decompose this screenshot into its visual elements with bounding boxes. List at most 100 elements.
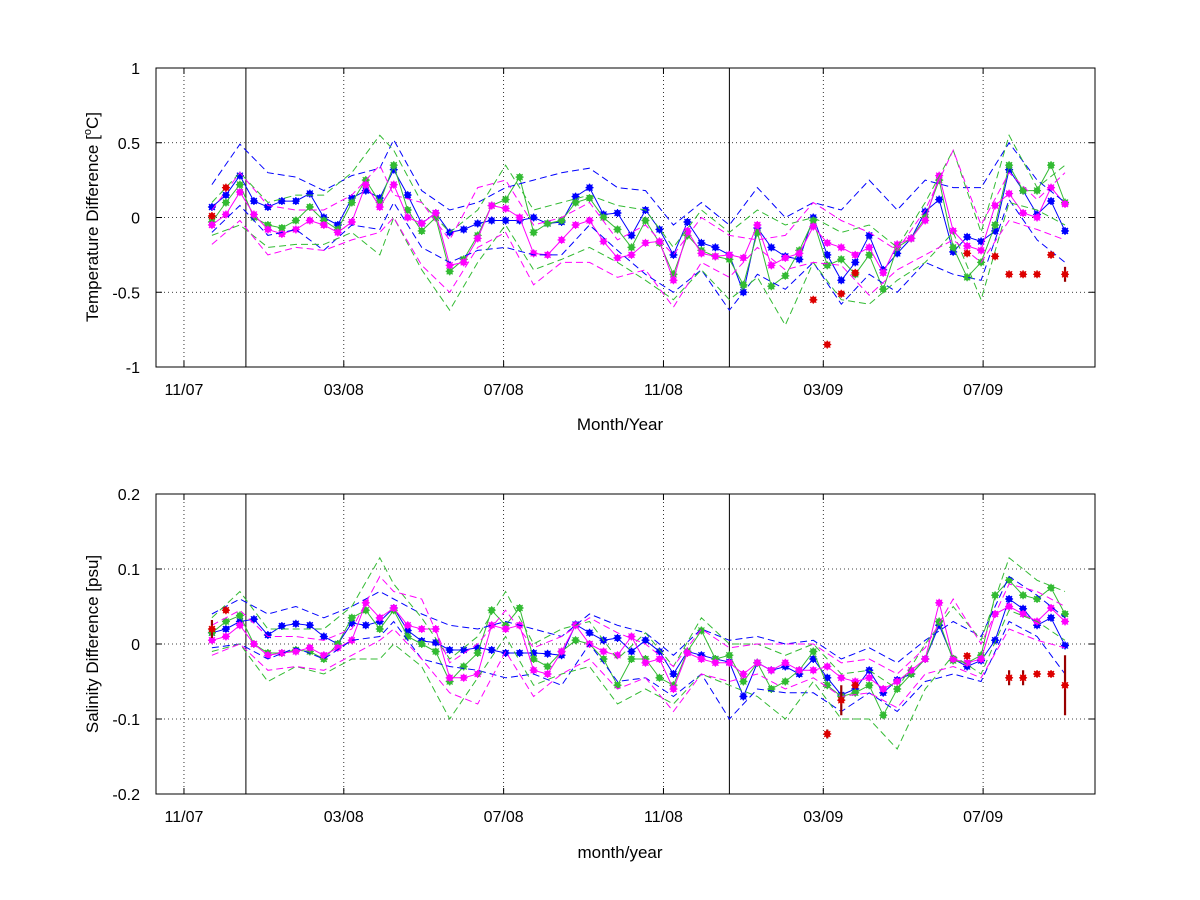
salinity-series-2-point: [557, 647, 566, 656]
salinity-y-tick-label: -0.2: [112, 787, 140, 804]
temperature-series-2-point: [417, 219, 426, 228]
temperature-series-2-point: [837, 243, 846, 252]
salinity-series-2-point: [403, 621, 412, 630]
temperature-series-9: [207, 183, 1070, 349]
temperature-x-tick-label: 03/08: [324, 382, 364, 399]
salinity-series-1-point: [431, 647, 440, 656]
temperature-y-axis-label-main: Temperature Difference [: [83, 135, 102, 322]
salinity-series-1-point: [515, 604, 524, 612]
temperature-series-2-point: [725, 250, 734, 259]
temperature-series-1-point: [417, 226, 426, 235]
temperature-y-axis-label-superscript: o: [82, 129, 94, 135]
salinity-series-9-point: [823, 730, 832, 738]
temperature-series-2-point: [221, 210, 230, 219]
salinity-series-2-point: [963, 658, 972, 667]
temperature-series-1-point: [529, 228, 538, 237]
temperature-series-2-point: [277, 229, 286, 238]
salinity-series-2-point: [823, 662, 832, 671]
temperature-series-2-point: [711, 252, 720, 261]
temperature-series-9-point: [207, 212, 216, 221]
temperature-series-1-point: [515, 173, 524, 182]
temperature-series-2-point: [389, 180, 398, 189]
temperature-reference-lines: [245, 68, 730, 367]
salinity-series-1-point: [809, 647, 818, 656]
salinity-series-2-point: [599, 647, 608, 656]
salinity-series-6-line: [211, 609, 1066, 750]
temperature-series-8: [211, 216, 1066, 309]
salinity-series-0-point: [1019, 604, 1028, 613]
salinity-series-1-point: [375, 625, 384, 633]
salinity-series-1-point: [725, 651, 734, 660]
salinity-series-0-point: [823, 673, 832, 682]
salinity-panel: 11/07 03/08 07/08 11/08 03/09 07/09 0.2 0.1 0 -0…: [83, 487, 1096, 862]
temperature-series-1-point: [263, 220, 272, 229]
temperature-series-2-point: [795, 249, 804, 258]
temperature-series-0-point: [263, 203, 272, 212]
temperature-y-tick-label: -1: [126, 360, 140, 377]
salinity-series-2-point: [445, 673, 454, 682]
temperature-series-2-point: [445, 261, 454, 270]
temperature-series-2-point: [907, 234, 916, 243]
salinity-series-4-line: [211, 620, 1066, 720]
salinity-x-tick-label: 03/08: [324, 809, 364, 826]
temperature-series-4: [211, 198, 1066, 312]
salinity-series-2-point: [1061, 617, 1070, 626]
salinity-series-0-point: [487, 646, 496, 654]
temperature-series-0-point: [403, 191, 412, 200]
temperature-series: [207, 133, 1070, 349]
temperature-series-2-point: [235, 188, 244, 197]
salinity-series-2-point: [669, 685, 678, 693]
temperature-series-2-point: [375, 203, 384, 212]
temperature-series-2-point: [879, 268, 888, 277]
salinity-series-1-point: [739, 677, 748, 686]
temperature-series-0-point: [501, 216, 510, 225]
temperature-series-2-point: [291, 225, 300, 234]
temperature-series-1-point: [389, 161, 398, 170]
temperature-y-tick-label: 0: [131, 211, 140, 228]
salinity-series-2-point: [459, 673, 468, 682]
salinity-series-0-point: [1047, 613, 1056, 622]
salinity-series-7: [211, 575, 1066, 675]
temperature-series-0-point: [627, 231, 636, 240]
salinity-series-2-point: [781, 658, 790, 667]
temperature-series-2-point: [1047, 183, 1056, 192]
salinity-series-1-point: [627, 655, 636, 663]
temperature-series-2-point: [333, 228, 342, 237]
temperature-series-2: [207, 171, 1070, 285]
temperature-series-2-point: [613, 253, 622, 262]
temperature-series-2-point: [781, 253, 790, 262]
salinity-series-1-point: [221, 617, 230, 626]
temperature-series-1-point: [235, 180, 244, 189]
temperature-series-1-point: [641, 216, 650, 225]
salinity-series: [207, 556, 1070, 750]
temperature-series-9-point: [823, 340, 832, 349]
temperature-series-0-point: [767, 243, 776, 252]
salinity-series-0-point: [445, 646, 454, 654]
salinity-series-2-point: [795, 666, 804, 675]
temperature-series-2-point: [627, 250, 636, 259]
temperature-series-5-line: [211, 133, 1066, 249]
temperature-series-1-point: [1019, 186, 1028, 195]
temperature-series-9-point: [1061, 270, 1070, 279]
salinity-series-2-point: [725, 658, 734, 667]
salinity-series-0-point: [305, 621, 314, 630]
temperature-series-2-point: [431, 209, 440, 218]
temperature-series-2-point: [1061, 200, 1070, 209]
temperature-series-2-point: [347, 217, 356, 226]
temperature-series-0-point: [795, 255, 804, 264]
temperature-series-1-point: [571, 198, 580, 207]
salinity-series-2-point: [249, 640, 258, 648]
temperature-series-1-point: [599, 213, 608, 222]
salinity-series-0-point: [291, 619, 300, 628]
temperature-series-0-point: [837, 276, 846, 285]
temperature-y-tick-labels: 1 0.5 0 -0.5 -1: [112, 61, 140, 377]
temperature-series-1-point: [1047, 161, 1056, 170]
temperature-series-1-point: [543, 219, 552, 228]
temperature-y-axis-label: Temperature Difference [oC]: [82, 112, 102, 322]
temperature-series-2-point: [963, 241, 972, 250]
salinity-series-1-point: [1033, 595, 1042, 603]
salinity-series-2-point: [711, 658, 720, 667]
temperature-series-2-point: [655, 237, 664, 246]
salinity-series-1-point: [529, 655, 538, 663]
temperature-y-tick-label: 0.5: [118, 136, 140, 153]
